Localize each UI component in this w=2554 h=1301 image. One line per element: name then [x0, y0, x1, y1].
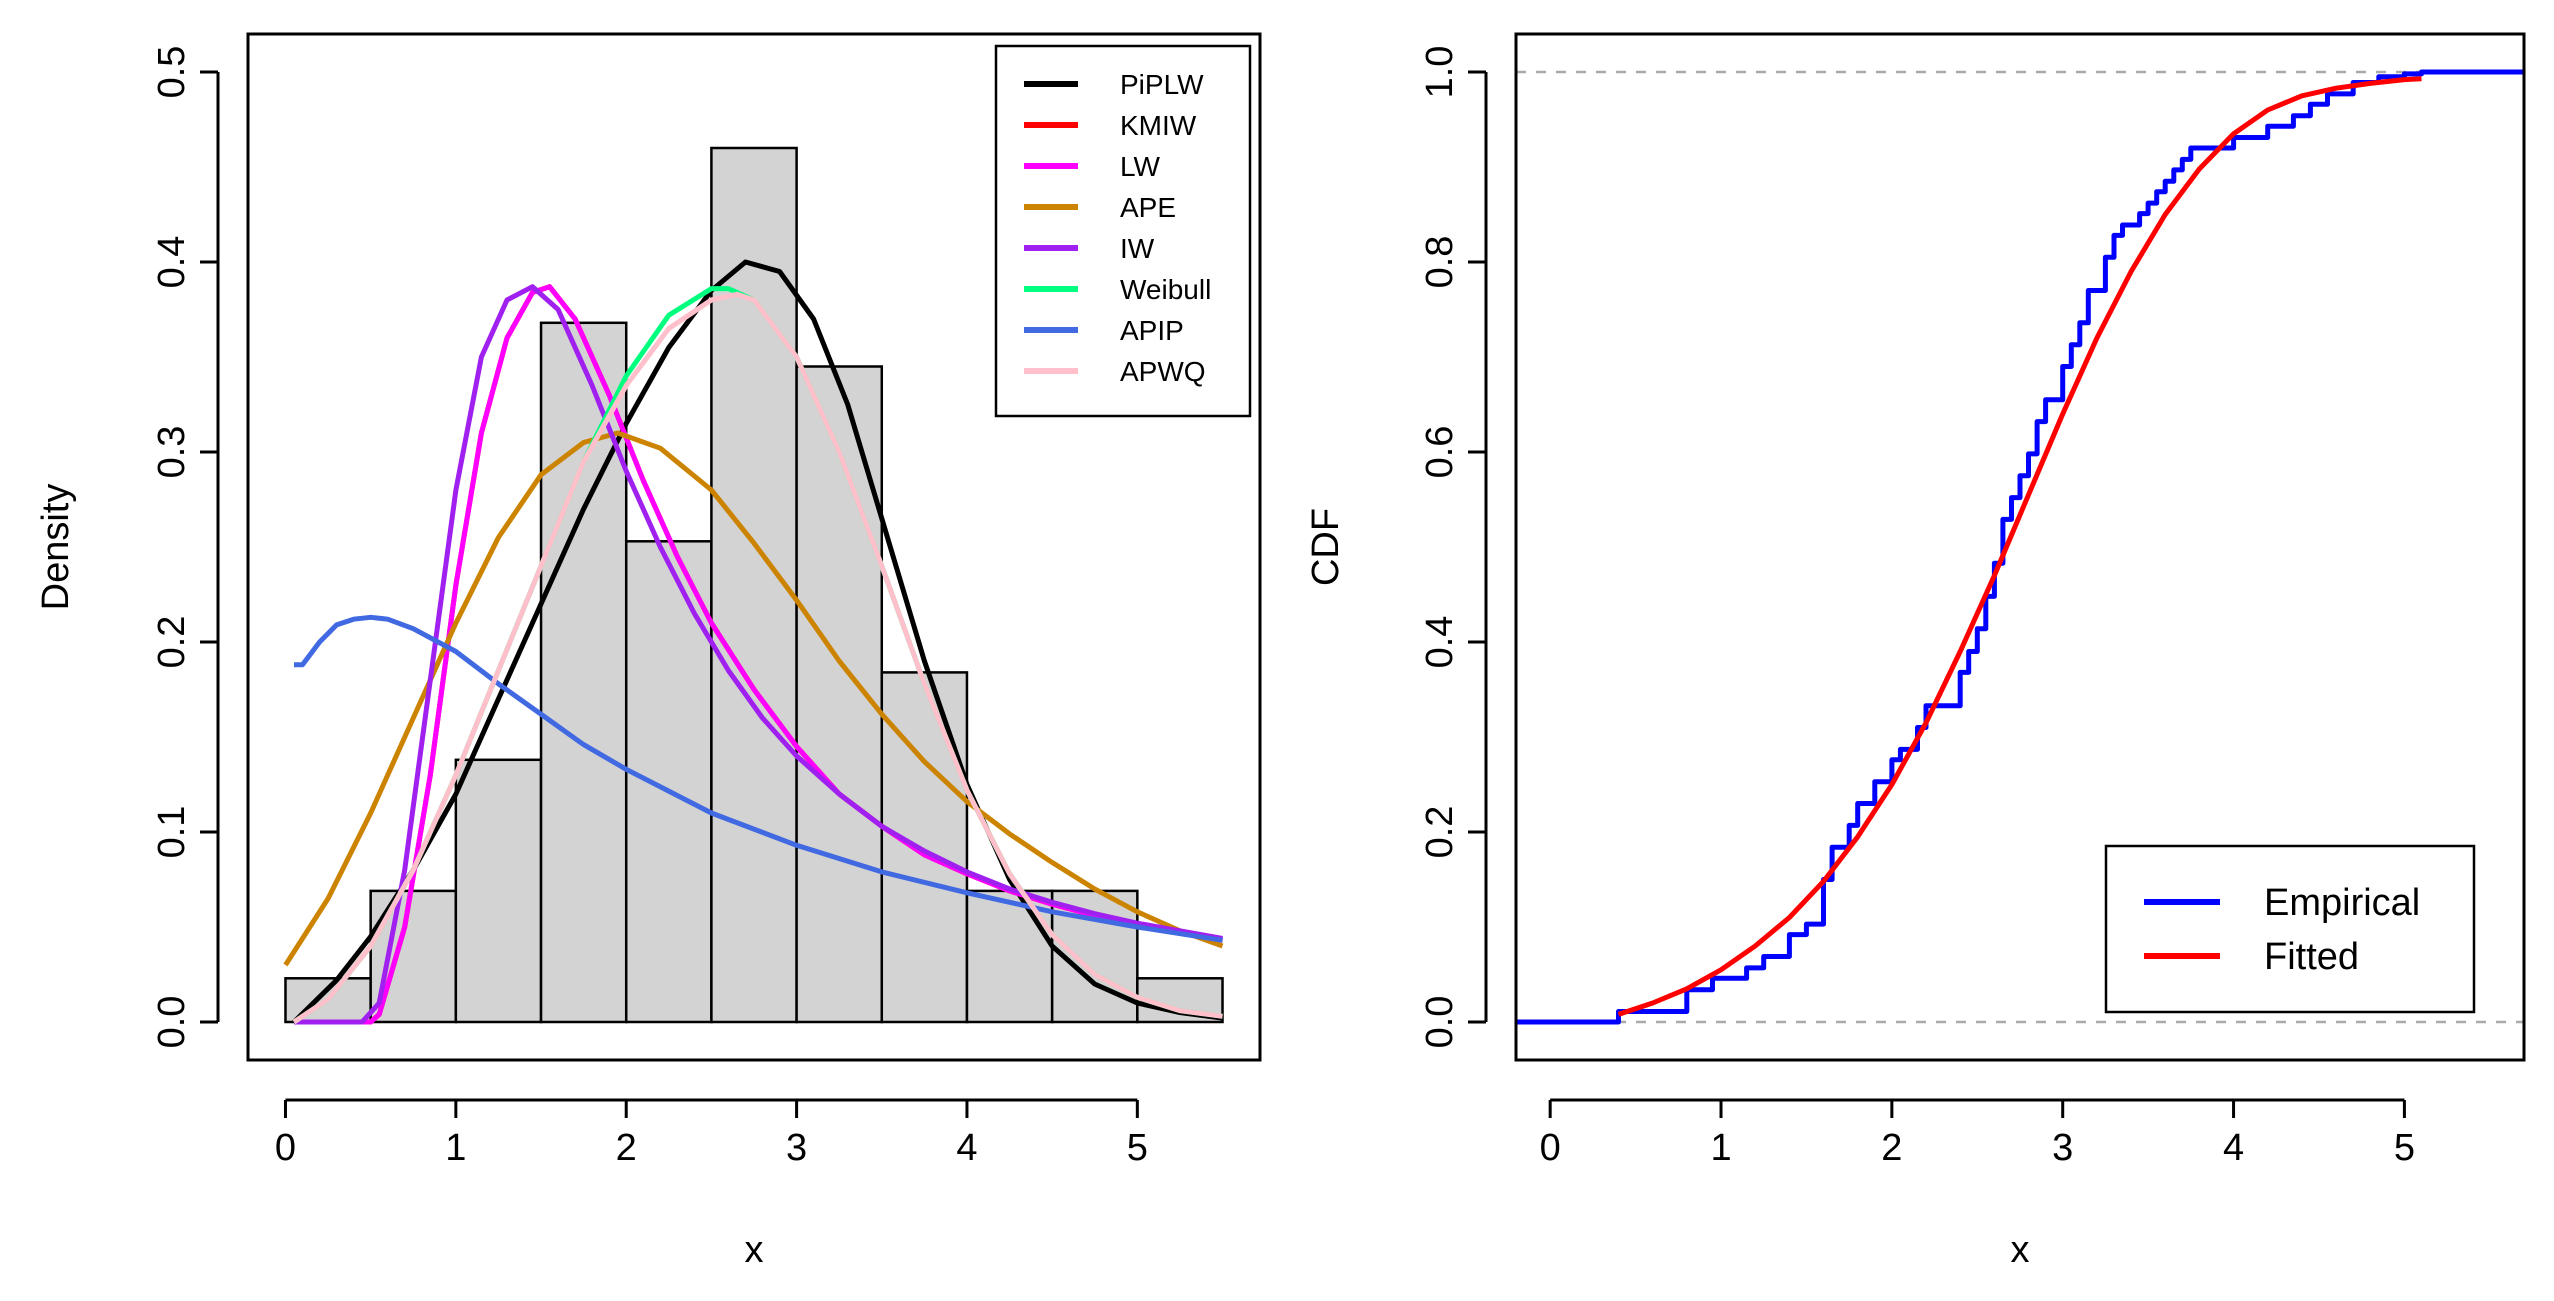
histogram-bar-4	[539, 321, 628, 1024]
x-axis-title: x	[745, 1229, 764, 1271]
curve-apwq	[292, 291, 1223, 1025]
x-tick-label: 3	[2052, 1127, 2073, 1169]
y-tick-label: 0.4	[151, 236, 193, 289]
y-tick-label: 0.1	[151, 806, 193, 859]
reference-lines	[1516, 70, 2524, 1024]
legend-label-fitted: Fitted	[2264, 936, 2359, 978]
density-curves	[283, 259, 1224, 1025]
y-tick-label: 0.5	[151, 46, 193, 99]
curve-apip	[294, 614, 1223, 943]
x-tick-label: 2	[616, 1127, 637, 1169]
legend: PiPLW KMIW LW APE IW Weibull APIP APWQ	[994, 44, 1252, 418]
y-tick-label: 0.0	[1419, 996, 1461, 1049]
legend-label-apip: APIP	[1120, 315, 1184, 346]
y-tick-label: 0.6	[1419, 426, 1461, 479]
y-tick-label: 0.8	[1419, 236, 1461, 289]
y-tick-label: 0.4	[1419, 616, 1461, 669]
y-axis-title: Density	[35, 484, 77, 611]
histogram-bar-5	[624, 540, 713, 1024]
y-axis-title: CDF	[1305, 508, 1347, 586]
y-tick-label: 0.3	[151, 426, 193, 479]
x-tick-label: 0	[275, 1127, 296, 1169]
legend-label-lw: LW	[1120, 151, 1160, 182]
curve-empirical	[1516, 69, 2524, 1025]
legend-box	[994, 44, 1252, 418]
curve-fitted	[1617, 76, 2422, 1017]
histogram-bar-3	[454, 758, 543, 1024]
x-tick-label: 4	[2223, 1127, 2244, 1169]
cdf-panel: 0 1 2 3 4 5 0.0 0.2 0.4 0.6 0.8 1.0 x CDF Empirica…	[1305, 32, 2526, 1271]
x-axis: 0 1 2 3 4 5	[275, 1098, 1148, 1169]
y-tick-label: 1.0	[1419, 46, 1461, 99]
x-axis-title: x	[2011, 1229, 2030, 1271]
curve-iw	[294, 284, 1223, 1025]
x-tick-label: 2	[1881, 1127, 1902, 1169]
plot-frame	[1514, 32, 2526, 1062]
y-tick-label: 0.0	[151, 996, 193, 1049]
x-tick-label: 0	[1540, 1127, 1561, 1169]
y-axis: 0.0 0.2 0.4 0.6 0.8 1.0	[1419, 46, 1488, 1049]
x-tick-label: 4	[956, 1127, 977, 1169]
x-tick-label: 1	[445, 1127, 466, 1169]
legend-box	[2104, 844, 2476, 1014]
y-tick-label: 0.2	[151, 616, 193, 669]
legend-label-kmiw: KMIW	[1120, 110, 1197, 141]
curve-ape	[283, 430, 1224, 967]
legend-label-empirical: Empirical	[2264, 882, 2420, 924]
y-tick-label: 0.2	[1419, 806, 1461, 859]
x-tick-label: 1	[1710, 1127, 1731, 1169]
legend-label-apwq: APWQ	[1120, 356, 1206, 387]
x-tick-label: 3	[786, 1127, 807, 1169]
legend-label-ape: APE	[1120, 192, 1176, 223]
x-tick-label: 5	[1127, 1127, 1148, 1169]
x-axis: 0 1 2 3 4 5	[1540, 1098, 2415, 1169]
legend-label-weibull: Weibull	[1120, 274, 1211, 305]
x-tick-label: 5	[2394, 1127, 2415, 1169]
curve-piplw	[292, 259, 1223, 1024]
cdf-curves	[1516, 69, 2524, 1025]
y-axis: 0.0 0.1 0.2 0.3 0.4 0.5	[151, 46, 220, 1049]
density-panel: 0 1 2 3 4 5 0.0 0.1 0.2 0.3 0.4 0.5 x Density PiPL…	[35, 32, 1262, 1271]
legend: Empirical Fitted	[2104, 844, 2476, 1014]
legend-label-iw: IW	[1120, 233, 1155, 264]
legend-label-piplw: PiPLW	[1120, 69, 1204, 100]
plot-frame	[246, 32, 1262, 1062]
